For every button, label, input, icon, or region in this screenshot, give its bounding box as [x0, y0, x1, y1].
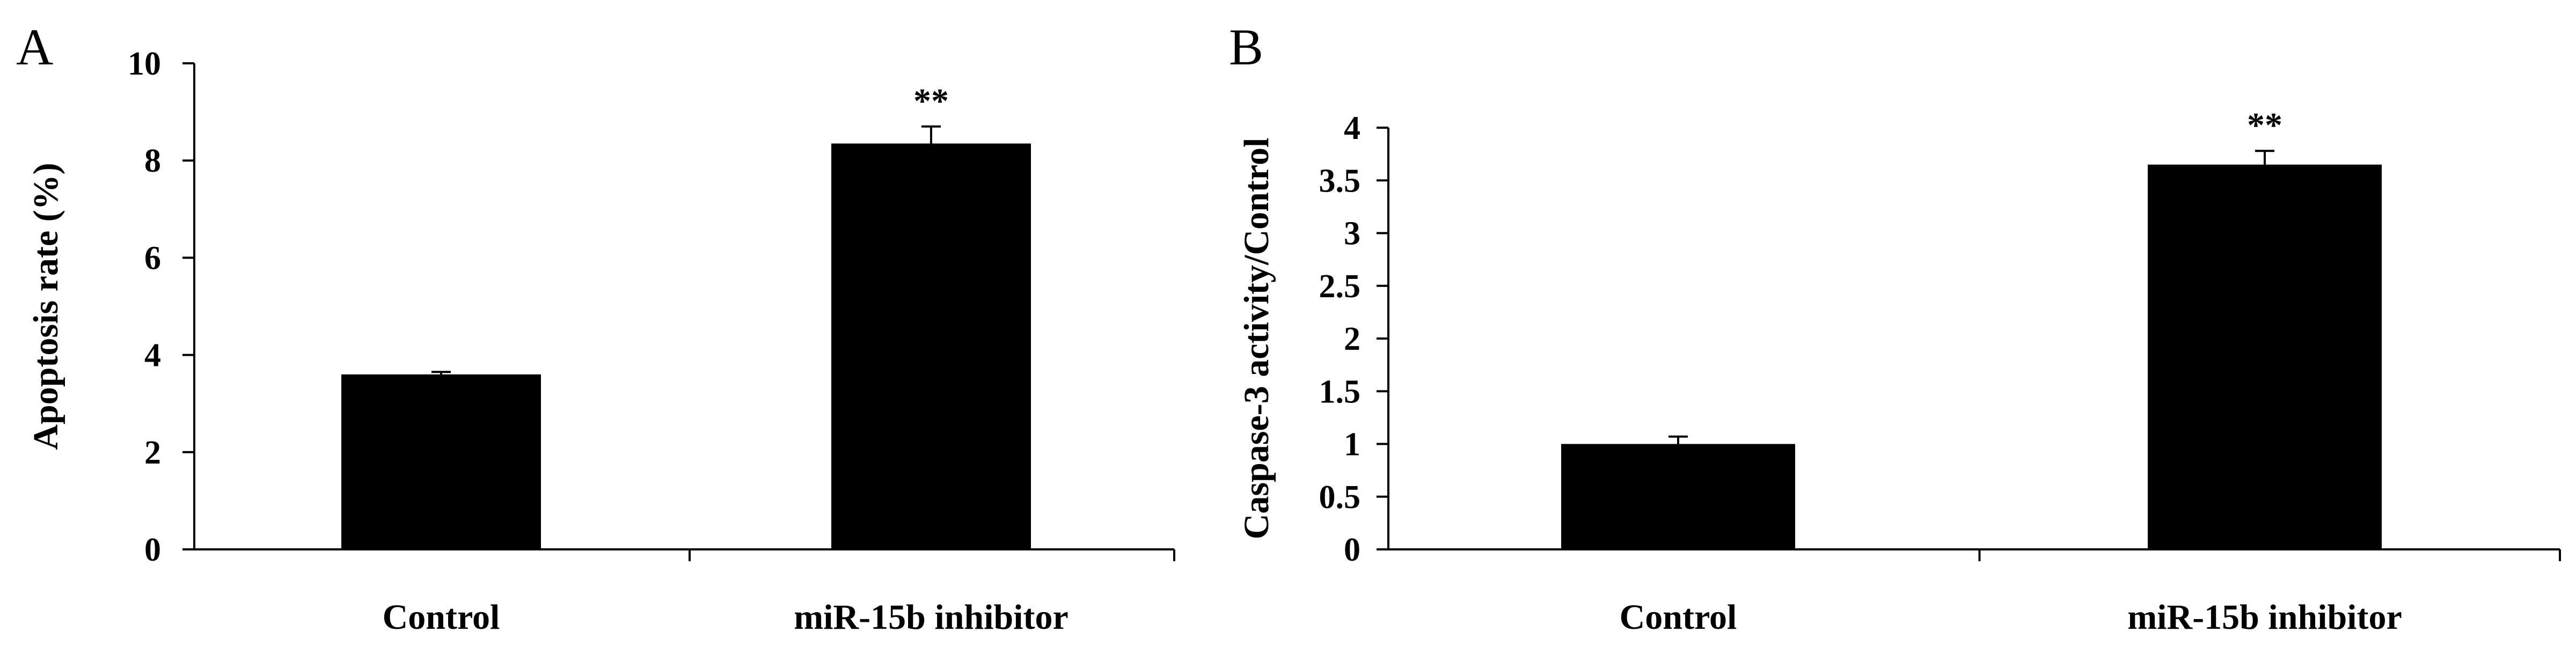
bar-a-1 [831, 143, 1031, 549]
category-label-a-0: Control [383, 598, 500, 637]
significance-b-1: ** [2247, 106, 2282, 145]
significance-a-1: ** [913, 82, 949, 121]
bar-b-1 [2148, 164, 2382, 549]
y-tick-label-b: 0 [1344, 532, 1360, 568]
y-tick-label-b: 2 [1344, 321, 1360, 357]
y-tick-label-b: 4 [1344, 110, 1360, 146]
bar-a-0 [341, 374, 541, 549]
category-label-b-0: Control [1620, 598, 1737, 637]
y-tick-label-b: 2.5 [1319, 268, 1361, 305]
y-tick-label-b: 1.5 [1319, 373, 1361, 410]
y-tick-label-a: 10 [128, 46, 161, 82]
y-tick-label-a: 2 [144, 435, 161, 471]
y-tick-label-a: 4 [144, 337, 161, 374]
y-tick-label-a: 6 [144, 240, 161, 276]
y-tick-label-b: 0.5 [1319, 479, 1361, 516]
y-tick-label-b: 3.5 [1319, 163, 1361, 199]
y-tick-label-b: 1 [1344, 427, 1360, 463]
y-axis-title-b: Caspase-3 activity/Control [1237, 138, 1276, 540]
bar-b-0 [1561, 444, 1795, 549]
y-tick-label-a: 0 [144, 532, 161, 568]
category-label-a-1: miR-15b inhibitor [794, 598, 1069, 637]
y-tick-label-a: 8 [144, 143, 161, 179]
y-tick-label-b: 3 [1344, 216, 1360, 252]
category-label-b-1: miR-15b inhibitor [2127, 598, 2402, 637]
panel-letter-a: A [16, 18, 53, 76]
panel-letter-b: B [1229, 18, 1263, 76]
y-axis-title-a: Apoptosis rate (%) [26, 163, 65, 450]
